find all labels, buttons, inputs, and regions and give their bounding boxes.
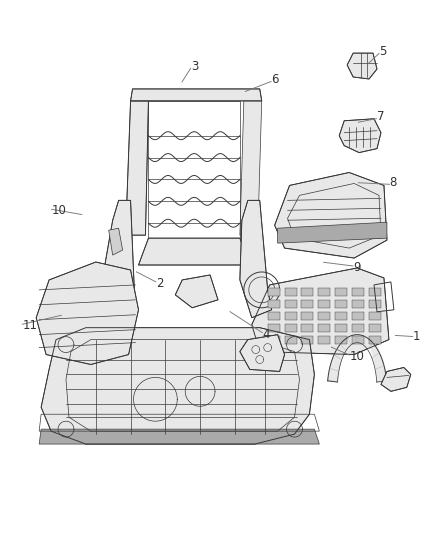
Polygon shape (301, 324, 314, 332)
Polygon shape (36, 262, 138, 365)
Polygon shape (369, 312, 381, 320)
Text: 5: 5 (379, 45, 387, 58)
Polygon shape (318, 300, 330, 308)
Polygon shape (369, 324, 381, 332)
Polygon shape (275, 173, 387, 258)
Text: 4: 4 (262, 328, 270, 341)
Polygon shape (268, 312, 279, 320)
Polygon shape (369, 300, 381, 308)
Polygon shape (285, 324, 297, 332)
Polygon shape (301, 288, 314, 296)
Polygon shape (318, 288, 330, 296)
Polygon shape (369, 288, 381, 296)
Polygon shape (381, 367, 411, 391)
Polygon shape (352, 300, 364, 308)
Polygon shape (131, 89, 262, 101)
Polygon shape (301, 300, 314, 308)
Polygon shape (285, 336, 297, 344)
Text: 6: 6 (271, 74, 279, 86)
Polygon shape (318, 324, 330, 332)
Polygon shape (335, 300, 347, 308)
Polygon shape (39, 429, 319, 444)
Text: 8: 8 (390, 176, 397, 189)
Polygon shape (109, 228, 123, 255)
Polygon shape (352, 288, 364, 296)
Polygon shape (318, 336, 330, 344)
Polygon shape (252, 268, 389, 354)
Polygon shape (352, 312, 364, 320)
Text: 9: 9 (353, 261, 360, 274)
Polygon shape (285, 288, 297, 296)
Polygon shape (268, 336, 279, 344)
Text: 2: 2 (156, 277, 163, 290)
Polygon shape (99, 200, 135, 330)
Text: 1: 1 (413, 330, 420, 343)
Polygon shape (347, 53, 377, 79)
Text: 10: 10 (51, 204, 66, 217)
Text: 7: 7 (377, 110, 384, 124)
Polygon shape (126, 101, 148, 235)
Polygon shape (301, 312, 314, 320)
Polygon shape (268, 324, 279, 332)
Polygon shape (285, 300, 297, 308)
Polygon shape (335, 288, 347, 296)
Polygon shape (268, 300, 279, 308)
Polygon shape (369, 336, 381, 344)
Text: 10: 10 (350, 350, 364, 363)
Polygon shape (268, 288, 279, 296)
Polygon shape (318, 312, 330, 320)
Polygon shape (240, 335, 285, 372)
Polygon shape (339, 119, 381, 152)
Text: 3: 3 (191, 60, 198, 72)
Polygon shape (41, 328, 314, 444)
Polygon shape (240, 101, 262, 235)
Text: 11: 11 (22, 319, 37, 333)
Polygon shape (175, 275, 218, 308)
Polygon shape (301, 336, 314, 344)
Polygon shape (335, 312, 347, 320)
Polygon shape (335, 324, 347, 332)
Polygon shape (285, 312, 297, 320)
Polygon shape (278, 222, 387, 243)
Polygon shape (240, 200, 272, 318)
Polygon shape (335, 336, 347, 344)
Polygon shape (138, 238, 250, 265)
Polygon shape (352, 324, 364, 332)
Polygon shape (352, 336, 364, 344)
